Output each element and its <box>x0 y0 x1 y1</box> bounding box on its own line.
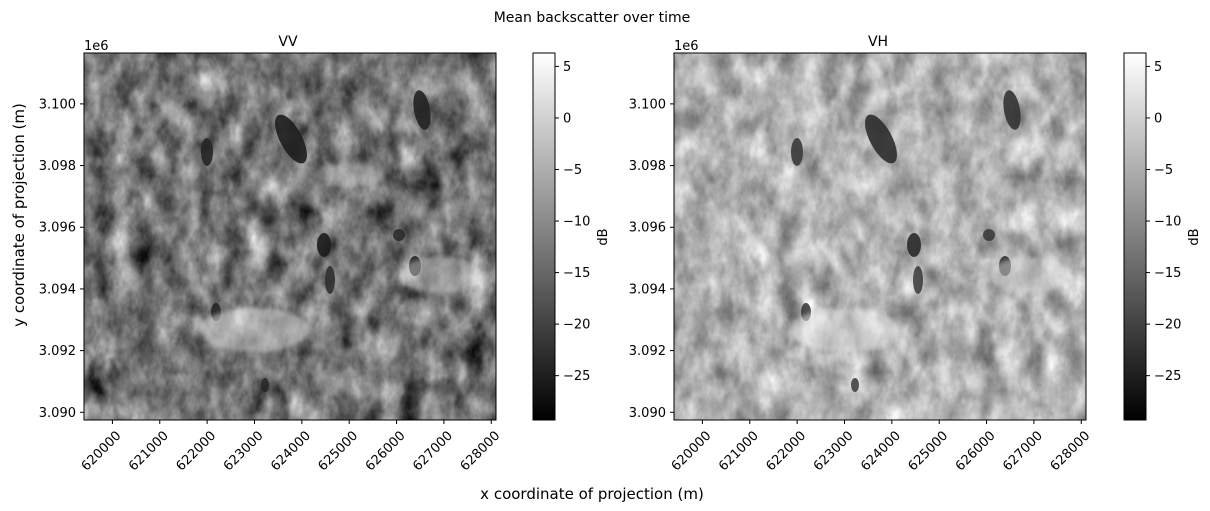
figure-suptitle: Mean backscatter over time <box>494 10 691 26</box>
vv-y-tick-label: 3.096 <box>39 221 76 236</box>
vh-panel: VH 1e6 620000 621000 622000 623000 624000 625… <box>629 34 1202 474</box>
figure-y-label: y coordinate of projection (m) <box>10 103 28 327</box>
vh-y-tick-label: 3.092 <box>629 344 666 359</box>
vh-y-tick-label: 3.100 <box>629 97 666 112</box>
vh-x-tick-label: 625000 <box>906 428 952 474</box>
vv-x-tick-label: 624000 <box>268 428 314 474</box>
vv-colorbar-ticks: 5 0 −5 −10 −15 −20 −25 <box>555 60 590 384</box>
vv-title: VV <box>278 34 298 50</box>
vv-x-tick-label: 625000 <box>316 428 362 474</box>
vv-colorbar-tick-label: −5 <box>563 163 582 178</box>
vh-y-tick-label: 3.094 <box>629 282 666 297</box>
vv-colorbar-tick-label: −20 <box>563 318 590 333</box>
vh-title: VH <box>868 34 888 50</box>
vh-y-tick-label: 3.090 <box>629 406 666 421</box>
vh-colorbar-tick-label: −15 <box>1154 266 1181 281</box>
vv-colorbar: 5 0 −5 −10 −15 −20 −25 dB <box>532 52 611 421</box>
vh-x-tick-label: 627000 <box>1000 428 1046 474</box>
vv-colorbar-label: dB <box>596 228 611 245</box>
vv-x-tick-label: 620000 <box>79 428 125 474</box>
vh-x-ticks: 620000 621000 622000 623000 624000 625000 6260… <box>669 420 1094 474</box>
vv-x-tick-label: 627000 <box>410 428 456 474</box>
vv-x-tick-label: 628000 <box>458 428 504 474</box>
vh-colorbar-tick-label: −25 <box>1154 369 1181 384</box>
vv-panel: VV 1e6 620000 621000 622000 623000 624000 625… <box>39 34 611 474</box>
vv-colorbar-tick-label: −15 <box>563 266 590 281</box>
vv-x-ticks: 620000 621000 622000 623000 624000 625000 6260… <box>79 420 504 474</box>
vh-colorbar-tick-label: −10 <box>1154 215 1181 230</box>
vv-x-tick-label: 621000 <box>126 428 172 474</box>
vv-colorbar-tick-label: 5 <box>563 60 571 75</box>
vh-y-ticks: 3.100 3.098 3.096 3.094 3.092 3.090 <box>629 97 674 421</box>
vh-colorbar-tick-label: 5 <box>1154 60 1162 75</box>
vv-x-tick-label: 626000 <box>363 428 409 474</box>
vh-x-tick-label: 623000 <box>811 428 857 474</box>
vh-x-tick-label: 626000 <box>953 428 999 474</box>
vv-y-tick-label: 3.090 <box>39 406 76 421</box>
vh-colorbar: 5 0 −5 −10 −15 −20 −25 dB <box>1123 52 1202 421</box>
vv-y-tick-label: 3.092 <box>39 344 76 359</box>
vv-y-offset-label: 1e6 <box>84 39 109 54</box>
vh-colorbar-tick-label: 0 <box>1154 111 1162 126</box>
vh-x-tick-label: 624000 <box>858 428 904 474</box>
vh-x-tick-label: 628000 <box>1048 428 1094 474</box>
vh-y-tick-label: 3.096 <box>629 221 666 236</box>
vh-colorbar-tick-label: −20 <box>1154 318 1181 333</box>
vh-y-tick-label: 3.098 <box>629 159 666 174</box>
figure-x-label: x coordinate of projection (m) <box>480 485 704 503</box>
vh-x-tick-label: 621000 <box>716 428 762 474</box>
vv-x-tick-label: 622000 <box>173 428 219 474</box>
vv-y-tick-label: 3.100 <box>39 97 76 112</box>
vv-y-ticks: 3.100 3.098 3.096 3.094 3.092 3.090 <box>39 97 84 421</box>
vh-colorbar-tick-label: −5 <box>1154 163 1173 178</box>
vv-image <box>83 52 497 421</box>
vv-colorbar-tick-label: −10 <box>563 215 590 230</box>
vh-x-tick-label: 622000 <box>763 428 809 474</box>
vh-image <box>673 52 1087 421</box>
vv-y-tick-label: 3.094 <box>39 282 76 297</box>
vv-x-tick-label: 623000 <box>221 428 267 474</box>
vh-x-tick-label: 620000 <box>669 428 715 474</box>
vv-colorbar-tick-label: 0 <box>563 111 571 126</box>
vv-colorbar-tick-label: −25 <box>563 369 590 384</box>
vh-y-offset-label: 1e6 <box>674 39 699 54</box>
vv-y-tick-label: 3.098 <box>39 159 76 174</box>
vh-colorbar-ticks: 5 0 −5 −10 −15 −20 −25 <box>1146 60 1181 384</box>
vh-colorbar-label: dB <box>1187 228 1202 245</box>
